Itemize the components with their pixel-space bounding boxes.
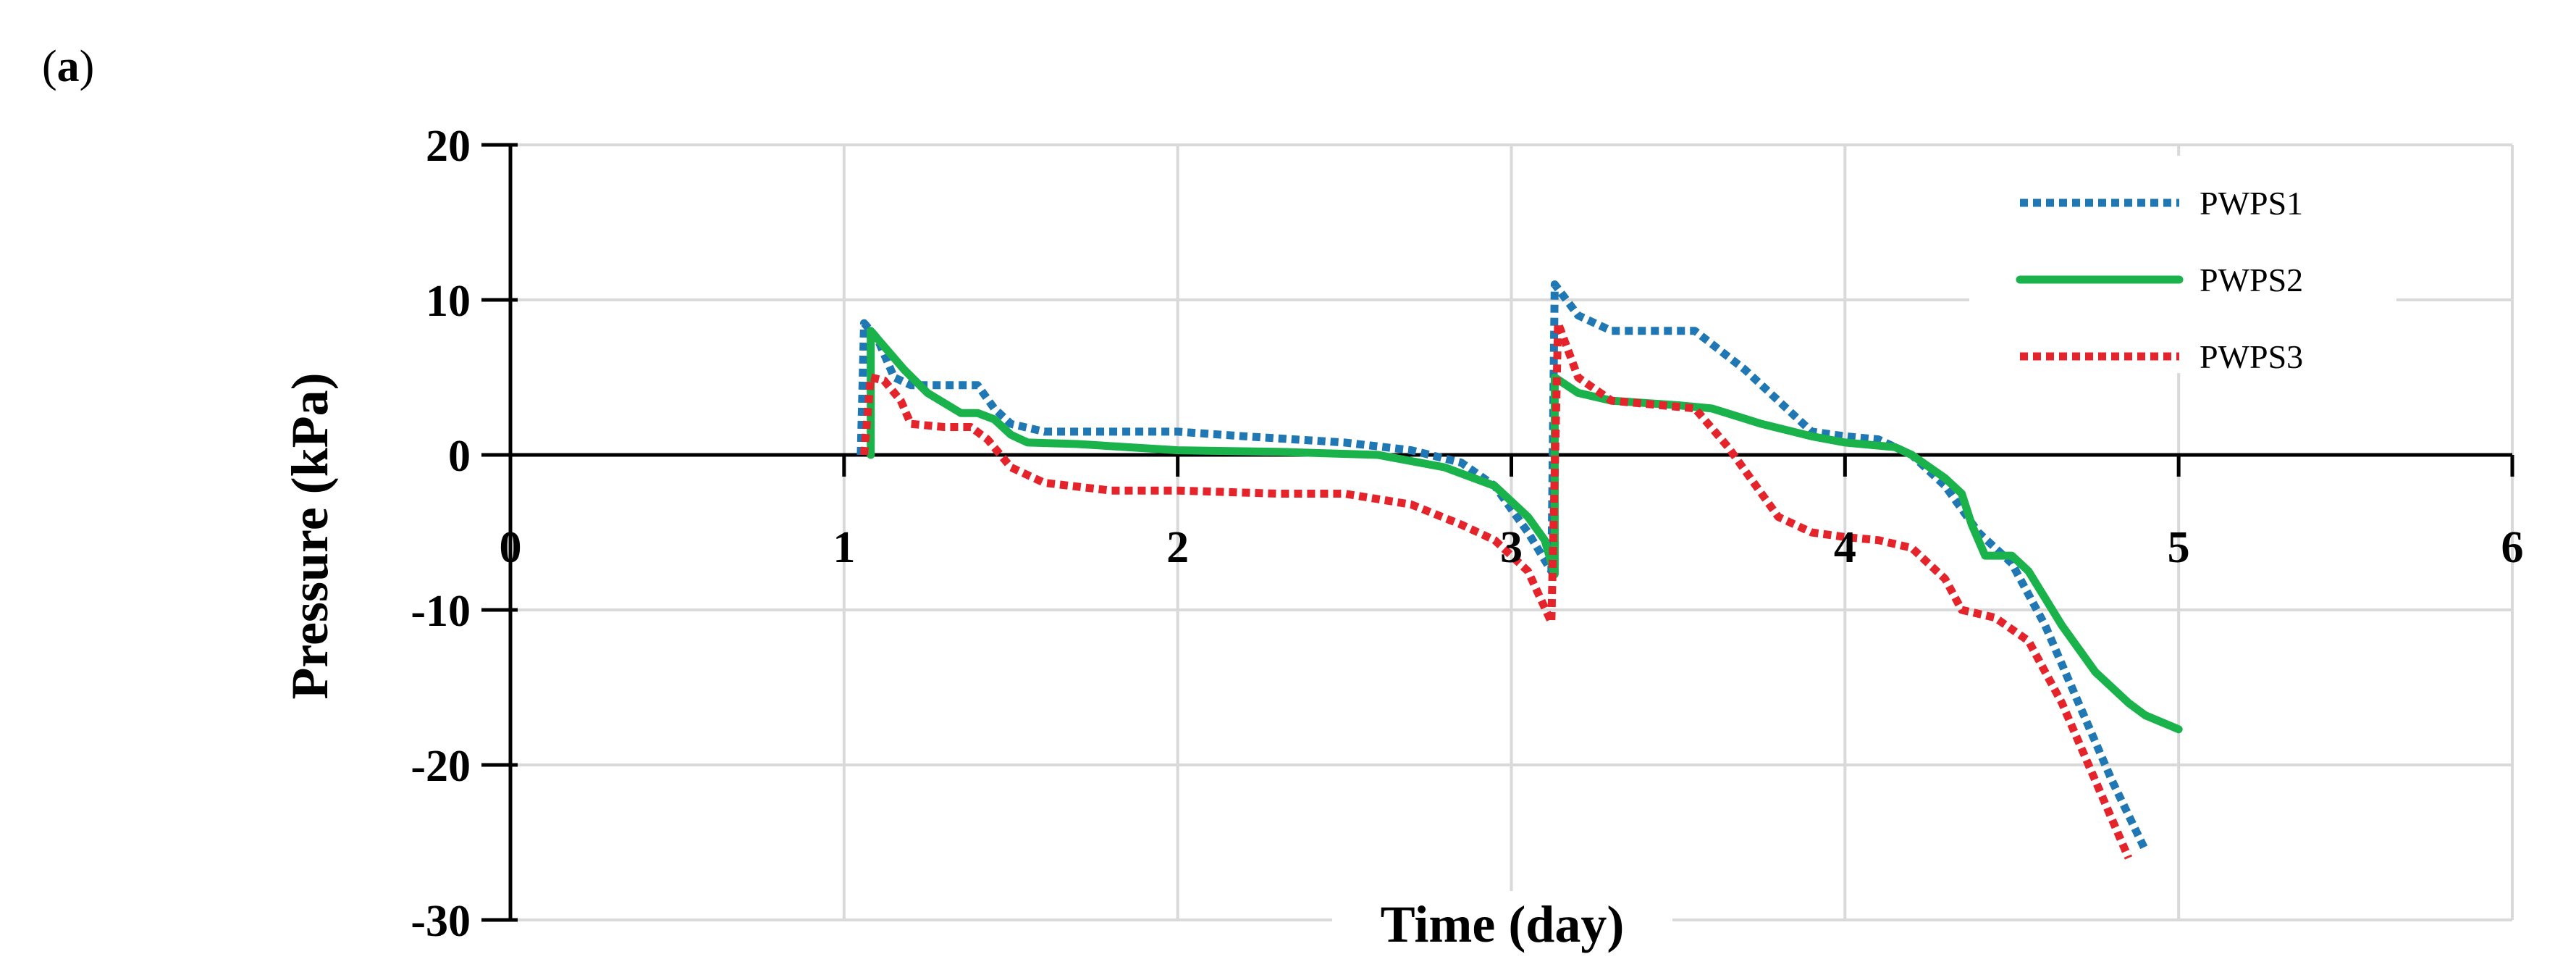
series-line-pwps3 <box>860 319 2133 860</box>
axes <box>481 143 2514 922</box>
x-tick-label-5: 5 <box>2168 523 2190 572</box>
y-tick-labels: 20 10 0 -10 -20 -30 <box>411 122 471 946</box>
x-tick-label-2: 2 <box>1166 523 1189 572</box>
x-tick-label-1: 1 <box>833 523 855 572</box>
x-tick-labels: 0 1 2 3 4 5 6 <box>500 523 2524 572</box>
y-tick-label--20: -20 <box>411 742 471 791</box>
legend-label-pwps2: PWPS2 <box>2200 261 2303 298</box>
y-tick-label-20: 20 <box>426 122 471 171</box>
x-axis-title-background <box>1332 891 1672 971</box>
legend-label-pwps1: PWPS1 <box>2200 185 2303 222</box>
grid-lines <box>510 143 2514 921</box>
y-tick-label--10: -10 <box>411 587 471 636</box>
x-tick-label-4: 4 <box>1834 523 1856 572</box>
panel-label: (a) <box>42 42 94 91</box>
y-tick-label-10: 10 <box>426 277 471 326</box>
series-group <box>856 280 2183 860</box>
x-tick-label-3: 3 <box>1500 523 1523 572</box>
legend: PWPS1 PWPS2 PWPS3 <box>1969 156 2396 375</box>
y-tick-label--30: -30 <box>411 897 471 946</box>
x-tick-label-0: 0 <box>500 523 522 572</box>
x-tick-label-6: 6 <box>2501 523 2524 572</box>
x-axis-title: Time (day) <box>1381 895 1625 953</box>
y-axis-title: Pressure (kPa) <box>281 372 339 699</box>
legend-background <box>1969 156 2396 373</box>
y-axis-title-background <box>274 326 346 750</box>
series-line-pwps2 <box>867 327 2183 734</box>
legend-label-pwps3: PWPS3 <box>2200 338 2303 375</box>
y-tick-label-0: 0 <box>448 432 471 481</box>
